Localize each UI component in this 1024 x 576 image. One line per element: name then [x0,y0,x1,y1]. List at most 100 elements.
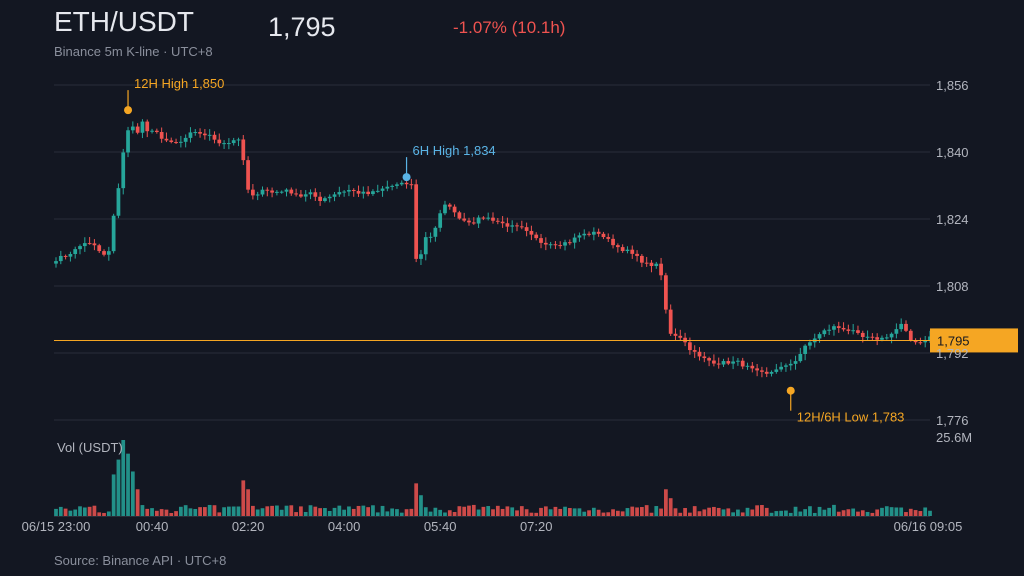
candle-body [726,361,731,364]
volume-bar [548,509,553,516]
volume-bar [582,511,587,516]
candle-body [635,253,639,256]
volume-bar [726,508,731,516]
candle-body [399,182,404,185]
candle-body [779,366,784,370]
y-tick-label: 1,840 [936,145,969,160]
candle-body [500,221,505,224]
volume-bar [486,506,491,516]
candle-body [836,326,841,328]
chart-subtitle: Binance 5m K-line · UTC+8 [54,44,213,59]
volume-bar [654,506,659,516]
candle-body [202,133,207,136]
candle-body [380,188,385,191]
volume-bar [207,504,212,516]
volume-bar [567,508,572,516]
volume-bar [745,507,750,516]
candle-body [659,263,663,276]
candle-body [116,188,121,216]
candle-body [860,332,865,338]
volume-bar [543,506,548,516]
volume-bar [928,510,932,516]
candle-body [447,204,452,207]
candle-body [255,194,260,196]
volume-bar [299,506,303,516]
volume-bar [260,508,265,516]
volume-bar [87,506,92,516]
candle-body [183,137,188,142]
volume-bar [817,506,822,516]
candle-body [121,152,126,189]
candle-body [731,361,735,364]
candle-body [428,236,433,238]
candle-body [563,242,567,246]
candle-body [654,263,659,267]
candle-body [438,213,443,228]
candle-body [558,245,563,247]
candle-body [606,237,611,239]
volume-bar [193,508,198,516]
volume-bar [889,507,894,516]
volume-bar [183,505,188,516]
candle-body [145,121,150,132]
volume-bar [399,512,404,516]
volume-bar [246,489,250,516]
annotation-marker [402,173,411,182]
candle-body [615,245,620,248]
candle-body [471,222,476,224]
volume-bar [788,512,793,516]
price-change: -1.07% (10.1h) [453,18,566,37]
candle-body [793,361,798,364]
volume-bar [649,512,654,516]
candle-body [664,275,668,310]
volume-bar [462,506,467,516]
volume-bar [793,506,798,516]
candle-body [174,142,178,144]
volume-bar [318,508,322,516]
candle-body [188,132,193,138]
candle-body [251,189,255,196]
candle-body [130,126,135,131]
candle-body [270,190,274,193]
volume-bar [591,507,596,516]
candle-body [788,363,793,366]
volume-bar [539,507,543,516]
candle-body [323,198,327,201]
volume-bar [419,495,423,516]
pair-title: ETH/USDT [54,6,194,37]
candle-body [539,238,543,243]
candle-body [870,336,875,338]
volume-bar [275,505,279,516]
candle-body [697,351,702,357]
volume-bar [371,505,375,516]
candle-body [582,233,587,236]
candle-body [745,365,750,367]
candle-body [601,233,606,238]
volume-bar [721,509,726,516]
candle-body [543,242,548,245]
candle-body [135,126,140,133]
candle-body [385,186,390,189]
candle-body [841,327,846,330]
candle-body [639,255,644,263]
y-tick-label: 1,776 [936,413,969,428]
candle-body [361,191,366,194]
volume-bar [683,508,687,516]
volume-bar [68,510,73,516]
volume-bar [404,509,409,516]
candle-body [106,251,111,255]
x-tick-label: 04:00 [328,519,361,534]
candle-body [178,141,183,143]
candle-body [342,191,347,193]
volume-bar [908,508,913,516]
volume-bar [913,510,918,516]
candle-body [875,337,880,340]
candle-body [803,345,808,354]
volume-bar [639,507,644,516]
volume-bar [54,508,58,516]
volume-bar [361,505,366,516]
candle-body [476,217,481,224]
volume-bar [390,508,395,516]
volume-bar [251,505,255,516]
volume-bar [476,509,481,516]
